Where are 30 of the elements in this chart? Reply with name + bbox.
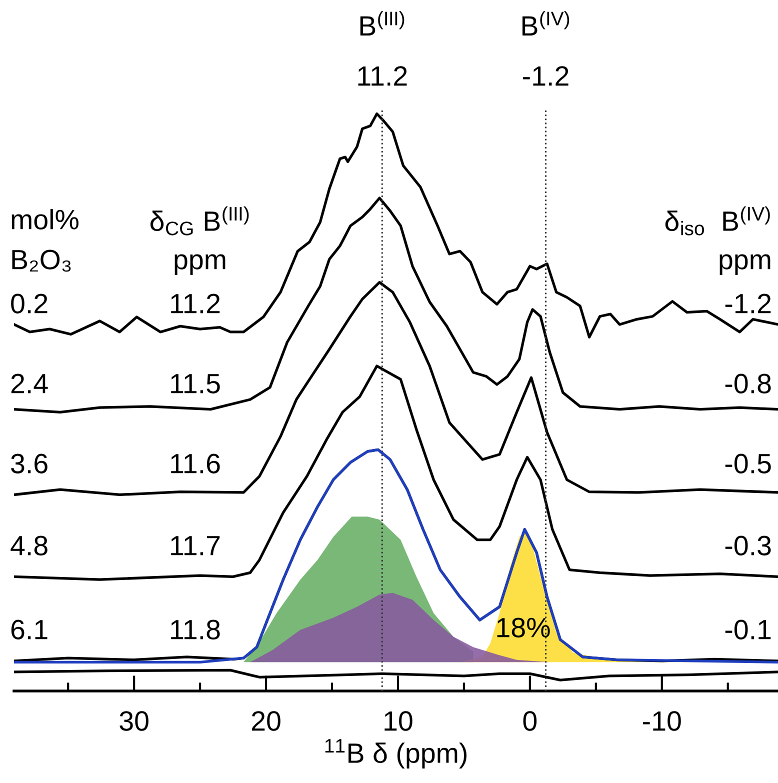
annotation: 0.2 <box>11 294 48 314</box>
x-axis-title: $^{11}$B δ (ppm) <box>325 739 466 769</box>
x-tick-label: 20 <box>252 711 280 731</box>
annotation: 11.8 <box>171 620 220 640</box>
annotation: δ$_{CG}$ B$^{(III)}$ <box>150 206 249 236</box>
annotation: 18% <box>497 618 550 638</box>
annotation: B₂O₃ <box>12 250 71 272</box>
annotation: 11.2 <box>171 294 220 314</box>
text: B$^{(IV)}$ -1.2 <box>522 11 570 86</box>
annotation: -0.3 <box>725 536 771 556</box>
text: B$^{(III)}$ 11.2 <box>358 11 407 86</box>
annotation: -1.2 <box>725 294 771 314</box>
annotation: 4.8 <box>10 536 48 556</box>
annotation: ppm <box>720 254 770 275</box>
annotation: 2.4 <box>11 374 48 394</box>
annotation: 6.1 <box>11 620 48 640</box>
annotation: -0.8 <box>725 374 771 394</box>
annotation: mol% <box>12 209 78 230</box>
annotation: -0.1 <box>725 620 771 640</box>
annotation: ppm <box>174 254 226 275</box>
annotation: 11.7 <box>171 536 220 556</box>
annotation: -0.5 <box>725 454 771 474</box>
x-tick-label: 30 <box>120 711 148 731</box>
annotation: 11.5 <box>171 374 220 394</box>
x-tick-label: 10 <box>384 711 412 731</box>
x-tick-label: 0 <box>523 711 537 731</box>
annotation: δ$_{iso}$ B$^{(IV)}$ <box>665 206 770 236</box>
annotation: 11.6 <box>171 454 220 474</box>
annotation: 3.6 <box>11 454 48 474</box>
x-tick-label: -10 <box>643 711 681 731</box>
